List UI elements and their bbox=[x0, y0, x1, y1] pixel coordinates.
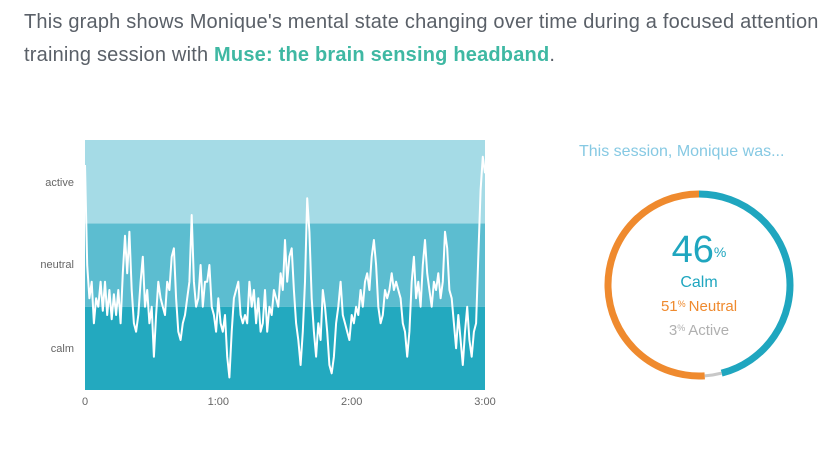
neutral-percent-value: 51 bbox=[660, 298, 678, 315]
headline-period: . bbox=[549, 44, 556, 66]
muse-link[interactable]: Muse: the brain sensing headband bbox=[214, 44, 550, 66]
active-label: Active bbox=[688, 322, 730, 339]
active-percent-value: 3 bbox=[668, 322, 678, 339]
active-stat: 3% Active bbox=[600, 322, 798, 339]
x-tick-label: 2:00 bbox=[341, 396, 362, 408]
mental-state-trace bbox=[84, 155, 486, 379]
percent-sign: % bbox=[713, 244, 727, 260]
band-calm bbox=[85, 306, 485, 390]
mental-state-chart: calm neutral active 0 1:00 2:00 3:00 bbox=[40, 140, 496, 408]
neutral-stat: 51% Neutral bbox=[600, 298, 798, 315]
calm-percent-value: 46 bbox=[671, 229, 714, 271]
donut-segment-calm bbox=[698, 190, 794, 377]
percent-sign: % bbox=[677, 323, 686, 333]
x-tick-label: 0 bbox=[82, 396, 88, 408]
session-summary-title: This session, Monique was... bbox=[579, 143, 785, 160]
session-donut-chart bbox=[604, 190, 794, 380]
y-axis-labels: calm neutral active bbox=[40, 177, 74, 355]
calm-percent: 46% bbox=[600, 230, 798, 270]
calm-label: Calm bbox=[680, 274, 718, 291]
state-bands bbox=[85, 140, 485, 390]
x-tick-label: 3:00 bbox=[474, 396, 495, 408]
percent-sign: % bbox=[677, 299, 686, 309]
x-axis-labels: 0 1:00 2:00 3:00 bbox=[82, 396, 496, 408]
band-active bbox=[85, 140, 485, 224]
y-tick-label-active: active bbox=[45, 177, 74, 189]
donut-segment-neutral bbox=[604, 190, 705, 380]
donut-segment-active bbox=[704, 371, 723, 378]
headline-text: This graph shows Monique's mental state … bbox=[24, 11, 819, 66]
y-tick-label-neutral: neutral bbox=[40, 259, 74, 271]
y-tick-label-calm: calm bbox=[51, 343, 74, 355]
x-tick-label: 1:00 bbox=[208, 396, 229, 408]
neutral-label: Neutral bbox=[688, 298, 738, 315]
headline: This graph shows Monique's mental state … bbox=[24, 6, 824, 72]
